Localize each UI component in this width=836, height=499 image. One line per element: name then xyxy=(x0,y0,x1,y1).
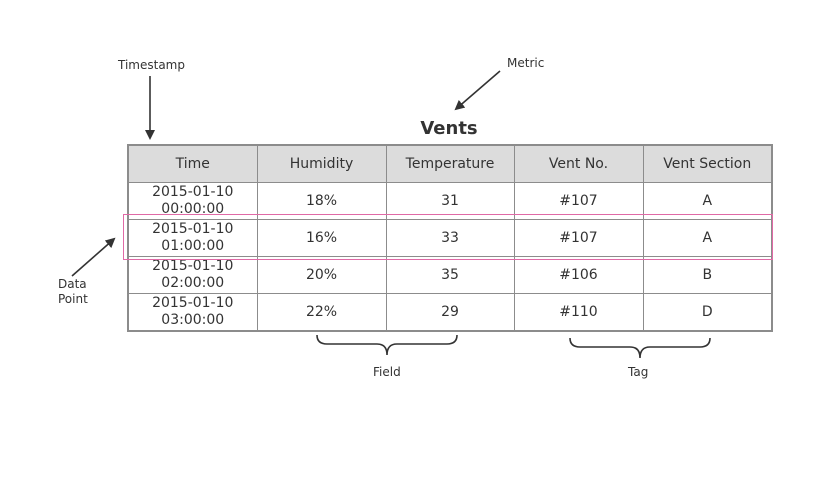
vent-no-cell: #106 xyxy=(513,256,644,294)
time-cell: 2015-01-10 01:00:00 xyxy=(127,219,258,257)
vent-section-cell: A xyxy=(642,182,773,220)
tag-brace xyxy=(569,337,711,359)
column-header-temperature: Temperature xyxy=(385,144,515,183)
table-row: 2015-01-10 00:00:00 18% 31 #107 A xyxy=(127,182,773,220)
time-text: 01:00:00 xyxy=(161,238,225,254)
time-cell: 2015-01-10 00:00:00 xyxy=(127,182,258,220)
metric-annotation: Metric xyxy=(507,56,545,70)
date-text: 2015-01-10 xyxy=(152,295,234,311)
table-title: Vents xyxy=(420,118,478,139)
temperature-cell: 35 xyxy=(385,256,515,294)
column-header-vent-no: Vent No. xyxy=(513,144,644,183)
table-header-row: Time Humidity Temperature Vent No. Vent … xyxy=(127,144,773,183)
tag-annotation: Tag xyxy=(628,365,649,379)
vent-section-cell: B xyxy=(642,256,773,294)
time-text: 02:00:00 xyxy=(161,275,225,291)
date-text: 2015-01-10 xyxy=(152,184,234,200)
table-row: 2015-01-10 03:00:00 22% 29 #110 D xyxy=(127,293,773,332)
vent-no-cell: #107 xyxy=(513,182,644,220)
data-point-arrow xyxy=(71,237,116,277)
timestamp-annotation: Timestamp xyxy=(118,58,185,72)
date-text: 2015-01-10 xyxy=(152,221,234,237)
data-point-annotation: Data Point xyxy=(58,277,118,307)
column-header-time: Time xyxy=(127,144,258,183)
humidity-cell: 16% xyxy=(256,219,387,257)
data-point-annotation-line1: Data xyxy=(58,277,87,291)
vents-table: Time Humidity Temperature Vent No. Vent … xyxy=(127,144,773,332)
vent-section-cell: A xyxy=(642,219,773,257)
metric-arrow xyxy=(454,70,501,111)
time-text: 00:00:00 xyxy=(161,201,225,217)
data-point-annotation-line2: Point xyxy=(58,292,88,306)
humidity-cell: 20% xyxy=(256,256,387,294)
column-header-humidity: Humidity xyxy=(256,144,387,183)
field-annotation: Field xyxy=(373,365,401,379)
time-text: 03:00:00 xyxy=(161,312,225,328)
column-header-vent-section: Vent Section xyxy=(642,144,773,183)
time-cell: 2015-01-10 03:00:00 xyxy=(127,293,258,332)
vent-section-cell: D xyxy=(642,293,773,332)
table-row: 2015-01-10 02:00:00 20% 35 #106 B xyxy=(127,256,773,294)
table-row: 2015-01-10 01:00:00 16% 33 #107 A xyxy=(127,219,773,257)
field-brace xyxy=(316,334,458,356)
date-text: 2015-01-10 xyxy=(152,258,234,274)
humidity-cell: 22% xyxy=(256,293,387,332)
humidity-cell: 18% xyxy=(256,182,387,220)
